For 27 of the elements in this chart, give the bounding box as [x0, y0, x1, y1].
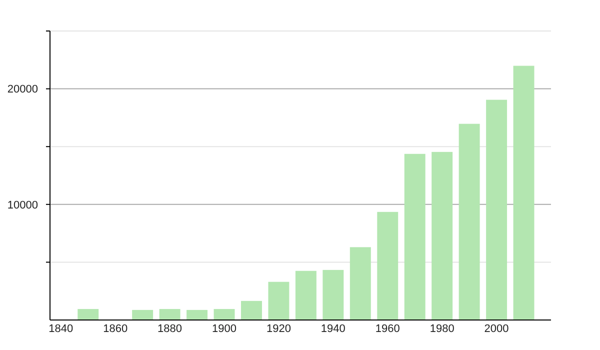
x-tick-label: 2000 [484, 323, 509, 335]
x-tick-label: 1920 [266, 323, 291, 335]
bar [350, 247, 371, 320]
bar [214, 309, 235, 320]
bar [458, 124, 480, 320]
bar [377, 212, 398, 320]
bar [241, 300, 262, 320]
bar [404, 154, 426, 320]
bar [132, 310, 154, 320]
bar [186, 310, 208, 320]
x-tick-label: 1860 [103, 323, 128, 335]
x-tick-label: 1960 [375, 323, 400, 335]
x-tick-label: 1900 [212, 323, 237, 335]
y-tick-label: 10000 [7, 199, 38, 212]
y-tick-label: 20000 [7, 84, 38, 96]
bar [268, 282, 290, 320]
bar [513, 66, 534, 320]
bar [432, 152, 453, 320]
x-tick-label: 1980 [430, 323, 454, 335]
x-tick-label: 1840 [48, 323, 74, 335]
x-tick-label: 1880 [158, 323, 182, 335]
bar [295, 270, 316, 320]
x-tick-label: 1940 [320, 323, 346, 335]
bar [486, 100, 508, 320]
bar [78, 309, 99, 320]
bar [159, 309, 180, 320]
bar [322, 270, 344, 320]
